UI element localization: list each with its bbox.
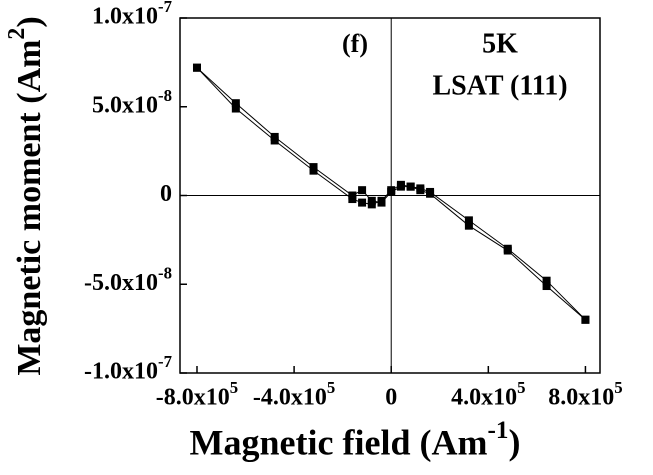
annotation: 5K <box>482 28 518 59</box>
data-point <box>358 186 367 195</box>
y-tick-label: 5.0x10-8 <box>92 86 172 118</box>
data-point <box>542 276 551 285</box>
data-point <box>464 221 473 230</box>
y-axis-label: Magnetic moment (Am2) <box>4 16 47 375</box>
y-tick-label: 0 <box>160 181 172 207</box>
data-point <box>542 282 551 291</box>
x-tick-label: -8.0x105 <box>156 378 238 410</box>
data-point <box>377 196 386 205</box>
data-point <box>358 198 367 207</box>
data-point <box>309 166 318 175</box>
data-point <box>416 186 425 195</box>
data-point <box>503 246 512 255</box>
data-point <box>231 104 240 113</box>
data-point <box>387 186 396 195</box>
data-point <box>406 182 415 191</box>
annotation: LSAT (111) <box>432 70 567 101</box>
x-tick-label: 8.0x105 <box>548 378 622 410</box>
annotation: (f) <box>342 29 368 58</box>
y-tick-label: -5.0x10-8 <box>84 264 172 296</box>
data-point <box>396 180 405 189</box>
x-tick-label: -4.0x105 <box>253 378 335 410</box>
data-point <box>464 216 473 225</box>
y-tick-label: -1.0x10-7 <box>84 352 172 384</box>
data-point <box>581 315 590 324</box>
data-point <box>270 136 279 145</box>
x-axis-label: Magnetic field (Am-1) <box>190 417 521 462</box>
data-point <box>348 195 357 204</box>
data-point <box>231 99 240 108</box>
data-point <box>367 200 376 209</box>
data-point <box>426 189 435 198</box>
data-point <box>192 63 201 72</box>
x-tick-label: 4.0x105 <box>451 378 525 410</box>
x-tick-label: 0 <box>385 385 397 411</box>
